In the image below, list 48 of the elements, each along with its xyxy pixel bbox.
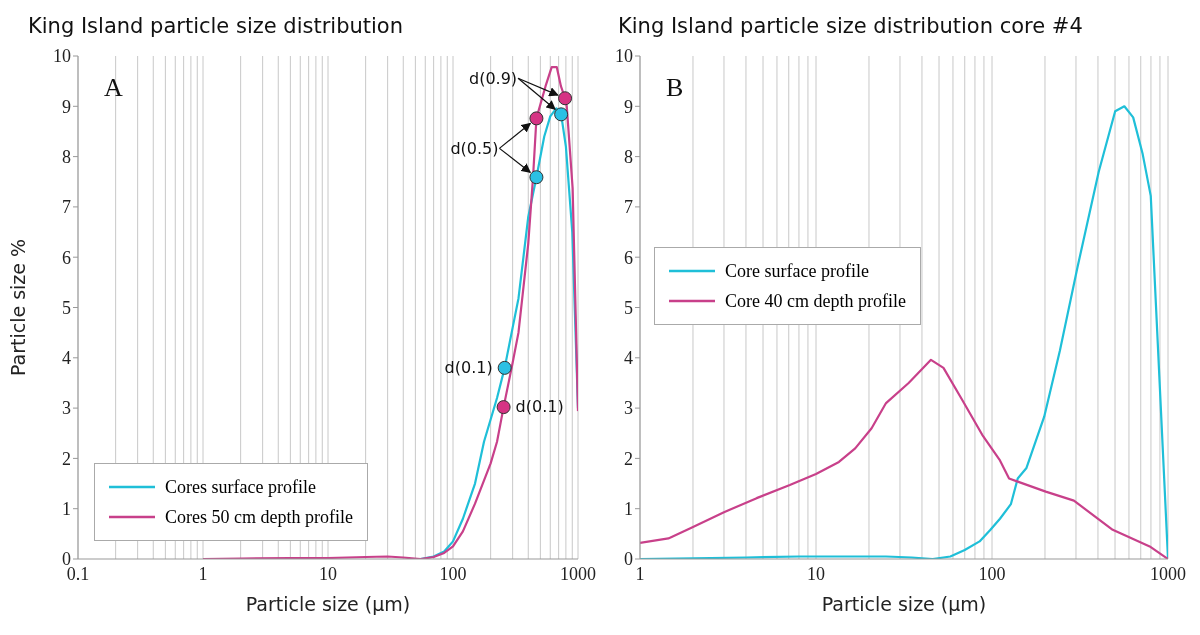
y-tick-label: 7: [624, 197, 633, 218]
y-tick-label: 9: [62, 96, 71, 117]
annotation: B: [666, 73, 684, 102]
y-tick-label: 3: [624, 398, 633, 419]
annotation: d(0.9): [469, 69, 518, 89]
y-tick-label: 4: [62, 348, 71, 369]
point: [529, 111, 544, 126]
annotation: d(0.5): [450, 139, 499, 159]
y-tick-label: 7: [62, 197, 71, 218]
legend-label: Cores surface profile: [165, 476, 316, 498]
chart-title: King Island particle size distribution: [27, 13, 405, 40]
y-tick-label: 3: [62, 398, 71, 419]
y-tick-label: 2: [624, 448, 633, 469]
x-tick-label: 1000: [560, 563, 596, 584]
y-tick-label: 5: [62, 297, 71, 318]
annotation: d(0.1): [444, 357, 493, 377]
x-tick-label: 100: [439, 563, 467, 584]
y-tick-label: 6: [624, 247, 633, 268]
x-tick-label: 10: [319, 563, 337, 584]
x-axis-title: Particle size (μm): [821, 593, 987, 615]
y-tick-label: 1: [624, 499, 633, 520]
legend-label: Cores 50 cm depth profile: [165, 506, 353, 528]
y-tick-label: 0: [624, 549, 633, 570]
chart-title: King Island particle size distribution core #4: [617, 13, 1084, 40]
y-tick-label: 4: [624, 348, 633, 369]
x-tick-label: 10: [807, 563, 825, 584]
y-tick-label: 2: [62, 448, 71, 469]
y-tick-label: 5: [624, 297, 633, 318]
legend-label: Core surface profile: [725, 260, 869, 282]
annotation: d(0.1): [515, 397, 564, 417]
y-tick-label: 10: [615, 46, 633, 67]
y-tick-label: 9: [624, 96, 633, 117]
y-tick-label: 8: [624, 146, 633, 167]
x-tick-label: 100: [978, 563, 1006, 584]
y-axis-title: Particle size %: [6, 238, 29, 377]
annotation: A: [104, 73, 123, 102]
y-tick-label: 10: [53, 46, 71, 67]
legend-label: Core 40 cm depth profile: [725, 290, 906, 312]
y-tick-label: 1: [62, 499, 71, 520]
y-tick-label: 8: [62, 146, 71, 167]
x-tick-label: 1000: [1150, 563, 1186, 584]
x-axis-title: Particle size (μm): [245, 593, 411, 615]
point: [497, 360, 512, 375]
point: [529, 170, 544, 185]
point: [558, 91, 573, 106]
point: [496, 400, 511, 415]
x-tick-label: 1: [198, 563, 208, 584]
y-tick-label: 6: [62, 247, 71, 268]
